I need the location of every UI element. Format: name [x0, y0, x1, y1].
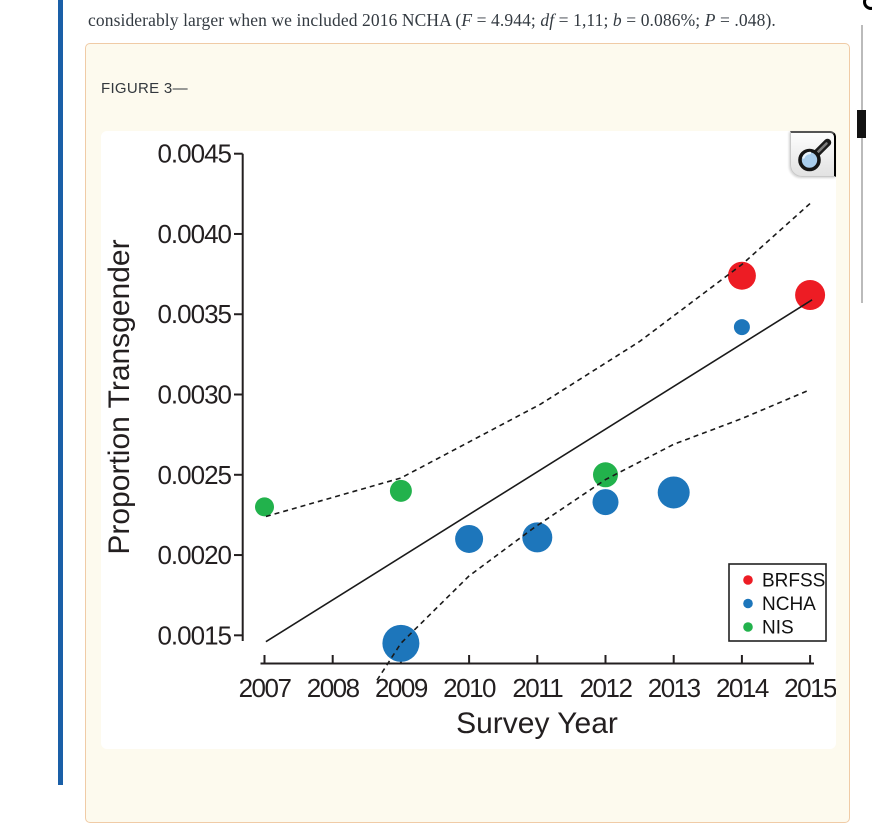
svg-text:0.0035: 0.0035 [157, 299, 231, 329]
svg-text:0.0040: 0.0040 [157, 219, 231, 249]
svg-text:Survey Year: Survey Year [456, 707, 618, 740]
figure-label: FIGURE 3— [101, 80, 188, 97]
figure-image[interactable]: 0.0015 0.0020 0.0025 0.0030 0.0035 0.0040 0.00… [101, 131, 836, 749]
figure-zoom-button[interactable] [790, 131, 836, 177]
svg-text:2009: 2009 [375, 673, 428, 703]
right-rail-track[interactable] [861, 25, 863, 303]
clipped-text-fragment [863, 0, 872, 10]
svg-text:BRFSS: BRFSS [762, 571, 825, 592]
svg-text:2015: 2015 [784, 673, 836, 703]
svg-text:2008: 2008 [307, 673, 360, 703]
intro-paragraph: considerably larger when we included 201… [88, 9, 776, 30]
svg-text:2014: 2014 [716, 673, 769, 703]
svg-text:0.0045: 0.0045 [157, 139, 231, 169]
svg-text:0.0030: 0.0030 [157, 380, 231, 410]
svg-text:2012: 2012 [580, 673, 633, 703]
svg-text:2011: 2011 [512, 673, 563, 703]
right-rail-thumb[interactable] [857, 110, 866, 138]
svg-text:2007: 2007 [239, 673, 292, 703]
figure-chart: 0.0015 0.0020 0.0025 0.0030 0.0035 0.0040 0.00… [103, 139, 836, 740]
svg-text:NCHA: NCHA [762, 594, 816, 615]
svg-text:0.0025: 0.0025 [157, 460, 231, 490]
figure-card: FIGURE 3— 0.0015 0.0020 0.0025 0.0030 0.0035… [85, 43, 850, 823]
magnifier-icon [798, 138, 832, 172]
svg-text:2013: 2013 [648, 673, 701, 703]
svg-text:0.0015: 0.0015 [157, 620, 231, 650]
svg-text:0.0020: 0.0020 [157, 540, 231, 570]
svg-text:NIS: NIS [762, 618, 794, 639]
svg-text:Proportion Transgender: Proportion Transgender [103, 239, 136, 554]
left-accent-rule [58, 0, 63, 785]
svg-text:2010: 2010 [443, 673, 496, 703]
